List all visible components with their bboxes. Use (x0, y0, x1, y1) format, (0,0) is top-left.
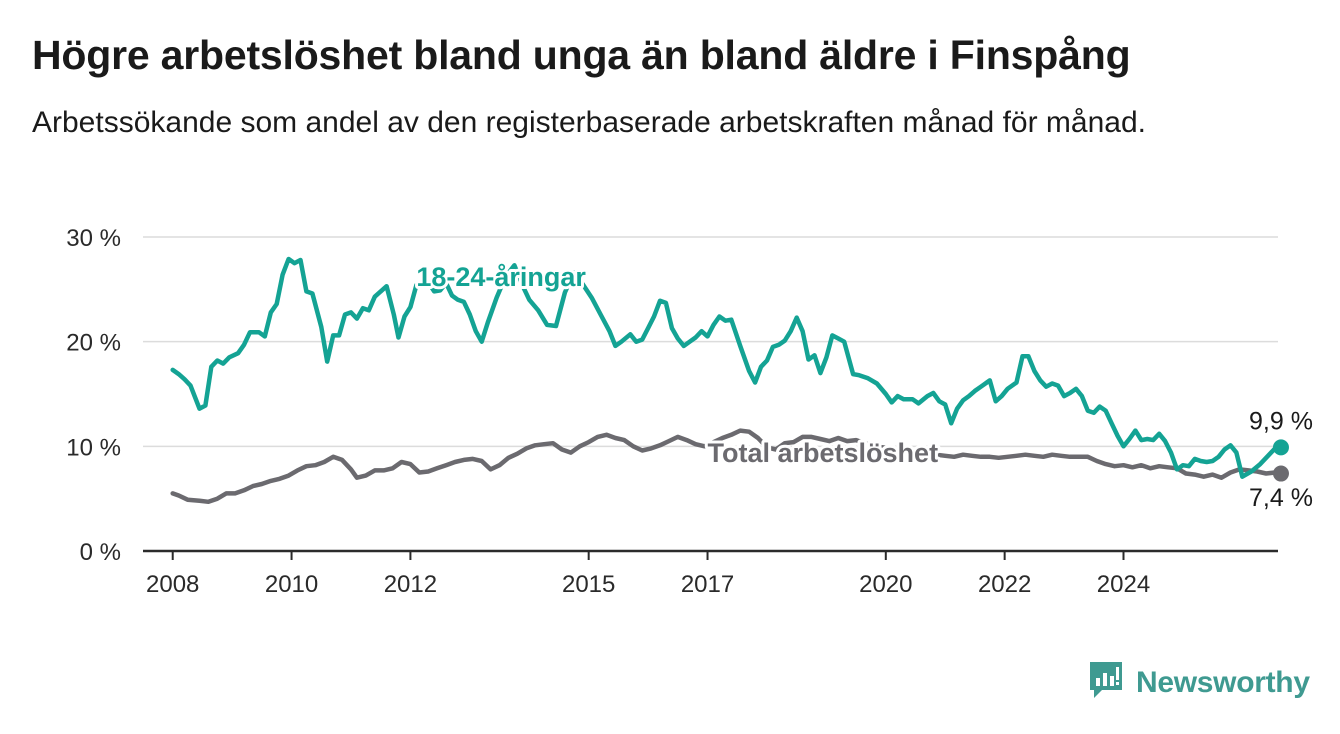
end-label-total: 7,4 % (1249, 484, 1313, 512)
x-tick-label: 2010 (265, 571, 318, 598)
x-tick-label: 2008 (146, 571, 199, 598)
chart-title: Högre arbetslöshet bland unga än bland ä… (32, 32, 1131, 78)
series-label-youth: 18-24-åringar (416, 262, 586, 292)
y-tick-label: 20 % (66, 330, 121, 357)
x-tick-label: 2012 (384, 571, 437, 598)
chart-subtitle: Arbetssökande som andel av den registerb… (32, 106, 1146, 139)
series-line-total (170, 428, 1284, 505)
x-axis-ticks: 2008 2010 2012 2015 2017 2020 2022 2024 (143, 549, 1278, 598)
y-tick-label: 10 % (66, 434, 121, 461)
bar-chart-logo-icon (1088, 660, 1124, 705)
x-tick-label: 2020 (859, 571, 912, 598)
series-lines (170, 256, 1289, 505)
x-tick-label: 2024 (1097, 571, 1150, 598)
y-tick-label: 30 % (66, 225, 121, 252)
x-tick-label: 2022 (978, 571, 1031, 598)
series-label-total: Total arbetslöshet (708, 438, 939, 468)
y-axis-ticks: 0 % 10 % 20 % 30 % (66, 225, 121, 566)
brand-name: Newsworthy (1136, 665, 1310, 699)
end-label-youth: 9,9 % (1249, 408, 1313, 436)
end-point-total (1272, 465, 1289, 482)
newsworthy-logo: Newsworthy (1088, 660, 1310, 705)
x-tick-label: 2015 (562, 571, 615, 598)
series-labels: 18-24-åringar Total arbetslöshet 9,9 % 7,4 … (413, 259, 1313, 512)
y-tick-label: 0 % (80, 539, 121, 566)
end-point-youth (1272, 439, 1289, 456)
series-line-youth (170, 256, 1284, 479)
x-tick-label: 2017 (681, 571, 734, 598)
